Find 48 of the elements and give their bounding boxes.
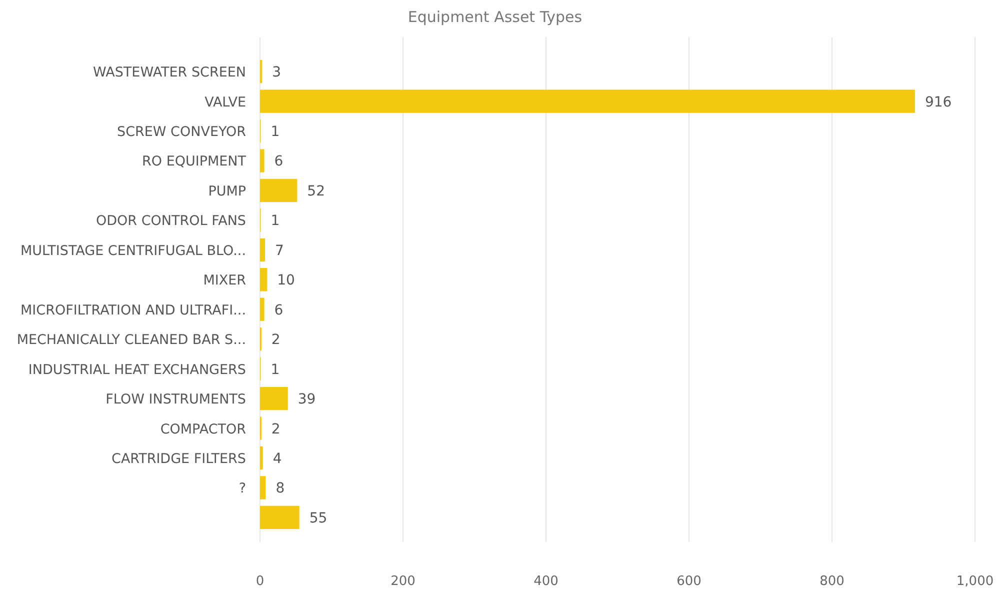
y-tick-label: SCREW CONVEYOR [117, 124, 246, 140]
bar [260, 386, 288, 410]
y-tick-label: FLOW INSTRUMENTS [106, 392, 246, 408]
data-label: 2 [271, 332, 280, 348]
y-tick-label: MIXER [203, 272, 246, 289]
bar [260, 238, 266, 262]
y-tick-label: RO EQUIPMENT [142, 154, 247, 170]
data-label: 2 [271, 421, 280, 438]
bar [260, 178, 298, 202]
bar [260, 149, 264, 172]
bar [260, 298, 264, 321]
data-label: 1 [270, 213, 280, 230]
bar [260, 90, 915, 113]
y-tick-label: ? [238, 480, 246, 497]
data-label: 55 [309, 510, 328, 526]
x-tick-label: 0 [256, 574, 264, 589]
y-tick-label: COMPACTOR [160, 421, 246, 438]
data-label: 52 [307, 183, 326, 200]
data-label: 4 [272, 450, 282, 467]
bar [260, 506, 300, 530]
y-tick-label: MECHANICALLY CLEANED BAR S... [16, 332, 246, 348]
data-label: 7 [275, 242, 284, 259]
data-label: 916 [924, 94, 952, 110]
x-tick-label: 600 [676, 574, 702, 589]
y-tick-label: WASTEWATER SCREEN [93, 64, 246, 81]
data-label: 1 [270, 362, 280, 378]
bar [260, 476, 266, 500]
bar [260, 446, 263, 470]
y-tick-label: INDUSTRIAL HEAT EXCHANGERS [28, 362, 246, 378]
x-tick-label: 800 [820, 574, 844, 589]
data-label: 10 [277, 272, 295, 289]
x-tick-label: 1,000 [956, 574, 994, 589]
data-label: 8 [276, 480, 285, 497]
data-label: 6 [274, 302, 284, 318]
data-label: 1 [270, 124, 280, 140]
y-tick-label: VALVE [204, 94, 246, 110]
data-label: 6 [274, 154, 284, 170]
x-tick-label: 200 [390, 574, 416, 589]
data-label: 3 [272, 64, 282, 81]
y-tick-label: MICROFILTRATION AND ULTRAFI... [20, 302, 246, 318]
y-tick-label: PUMP [208, 183, 246, 200]
chart-title: Equipment Asset Types [408, 8, 582, 26]
y-tick-label: ODOR CONTROL FANS [96, 213, 246, 230]
bar [260, 268, 268, 292]
y-tick-label: MULTISTAGE CENTRIFUGAL BLO... [20, 242, 246, 259]
data-label: 39 [298, 392, 316, 408]
x-tick-label: 400 [534, 574, 558, 589]
y-tick-label: CARTRIDGE FILTERS [112, 450, 246, 467]
